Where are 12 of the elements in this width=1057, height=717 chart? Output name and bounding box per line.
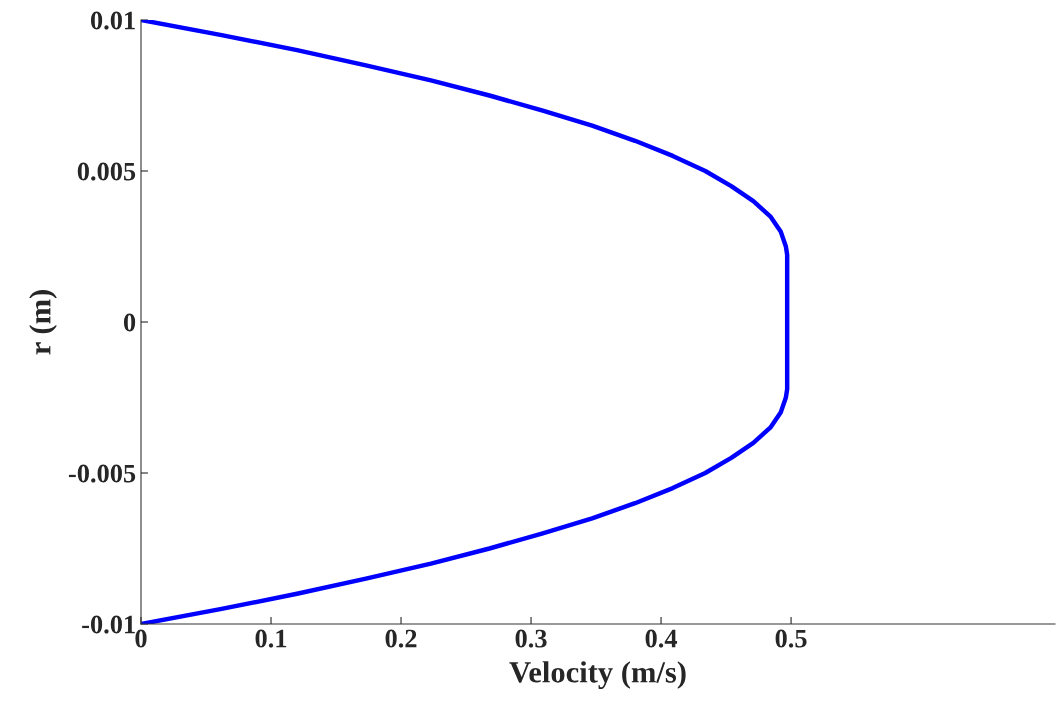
y-tick-label: -0.01: [82, 615, 135, 634]
x-tick-label: 0.4: [645, 629, 678, 648]
y-tick-label: 0.005: [77, 162, 136, 181]
y-tick-label: -0.005: [68, 464, 136, 483]
y-axis-title: r (m): [29, 290, 57, 355]
x-tick-label: 0.3: [515, 629, 547, 648]
x-tick-label: 0.2: [385, 629, 417, 648]
x-axis-title: Velocity (m/s): [509, 661, 686, 689]
y-tick-label: 0.01: [90, 11, 135, 30]
x-tick-label: 0.5: [775, 629, 807, 648]
x-tick-label: 0.1: [255, 629, 287, 648]
y-tick-label: 0: [123, 313, 136, 332]
